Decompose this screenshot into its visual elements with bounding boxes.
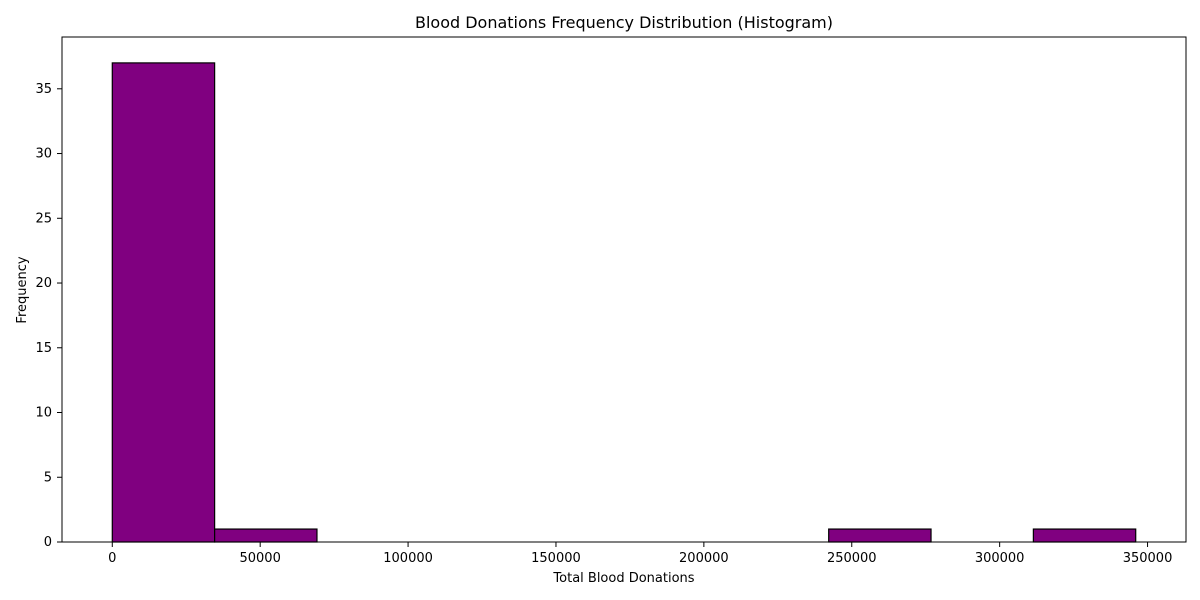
y-tick-label: 25 [35,211,52,226]
y-tick-label: 30 [35,147,52,162]
x-tick-label: 350000 [1123,551,1173,566]
y-axis-label: Frequency [15,256,30,323]
y-tick-label: 20 [35,276,52,291]
chart-title: Blood Donations Frequency Distribution (… [415,13,833,32]
y-tick-label: 0 [44,535,52,550]
y-tick-label: 35 [35,82,52,97]
y-tick-label: 15 [35,341,52,356]
histogram-bar [828,528,932,543]
y-tick-label: 5 [44,470,52,485]
x-tick-label: 100000 [383,551,433,566]
histogram-bar [214,528,318,543]
plot-frame [61,36,1187,543]
y-tick-label: 10 [35,406,52,421]
x-tick-label: 250000 [827,551,877,566]
x-tick-label: 50000 [239,551,280,566]
x-tick-label: 0 [108,551,116,566]
x-tick-label: 300000 [975,551,1025,566]
histogram-bar [1032,528,1137,543]
x-axis-label: Total Blood Donations [552,571,694,586]
histogram-bar [111,62,216,543]
plot-area: 0 50000 100000 150000 200000 250000 300000 3500… [35,36,1187,566]
x-tick-label: 150000 [531,551,581,566]
x-tick-label: 200000 [679,551,729,566]
